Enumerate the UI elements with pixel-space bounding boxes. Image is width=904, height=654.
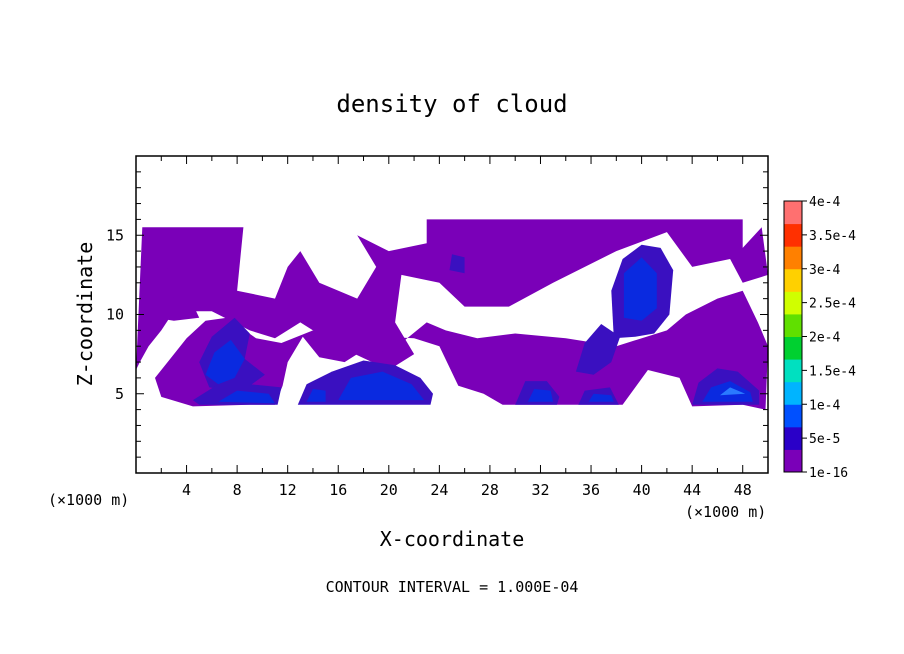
x-tick-label: 8 [233, 481, 242, 499]
colorbar-swatch [784, 223, 802, 247]
x-axis-label: X-coordinate [380, 527, 525, 551]
y-tick-label: 15 [106, 226, 124, 244]
colorbar-swatch [784, 381, 802, 405]
colorbar-swatch [784, 246, 802, 270]
contour-region-high [623, 257, 657, 321]
colorbar-label: 1e-16 [809, 466, 848, 481]
colorbar-label: 4e-4 [809, 195, 840, 210]
colorbar-label: 2e-4 [809, 331, 840, 346]
contour-region-peak [720, 387, 746, 396]
x-tick-label: 16 [329, 481, 347, 499]
colorbar-swatch [784, 291, 802, 315]
x-tick-label: 32 [531, 481, 549, 499]
colorbar-label: 3.5e-4 [809, 229, 856, 244]
colorbar-swatch [784, 313, 802, 337]
colorbar: 1e-16 5e-5 1e-4 1.5e-4 2e-4 2.5e-4 3e-4 3.5e-4 4… [783, 195, 856, 481]
y-tick-label: 5 [115, 385, 124, 403]
contour-region-high [588, 393, 614, 402]
x-axis-ticks: 4 8 12 16 20 24 28 32 36 40 44 48 [160, 156, 752, 499]
colorbar-label: 1.5e-4 [809, 364, 856, 379]
contour-region-high [527, 389, 554, 402]
y-axis-ticks: 5 10 15 [106, 171, 768, 458]
contour-region-mid [449, 254, 465, 274]
x-axis-unit-right: (×1000 m) [685, 503, 766, 521]
y-tick-label: 10 [106, 306, 124, 324]
x-tick-label: 44 [683, 481, 701, 499]
colorbar-swatch [784, 336, 802, 360]
colorbar-label: 1e-4 [809, 398, 840, 413]
colorbar-label: 2.5e-4 [809, 297, 856, 312]
x-tick-label: 48 [734, 481, 752, 499]
contour-regions [136, 219, 768, 410]
colorbar-swatch [784, 201, 802, 225]
chart-title: density of cloud [336, 90, 567, 118]
colorbar-swatch [784, 449, 802, 473]
x-tick-label: 28 [481, 481, 499, 499]
colorbar-swatch [784, 404, 802, 428]
contour-region-background [142, 266, 200, 321]
contour-region-high [306, 389, 326, 402]
contour-region-background [155, 290, 768, 410]
x-tick-label: 20 [380, 481, 398, 499]
contour-region-high [338, 371, 425, 401]
contour-region-high [218, 390, 275, 404]
colorbar-swatch [784, 359, 802, 383]
colorbar-label: 5e-5 [809, 432, 840, 447]
colorbar-swatch [784, 268, 802, 292]
contour-region-high [205, 339, 245, 385]
contour-interval-footer: CONTOUR INTERVAL = 1.000E-04 [326, 578, 579, 596]
x-tick-label: 4 [182, 481, 191, 499]
colorbar-swatch [784, 426, 802, 450]
colorbar-label: 3e-4 [809, 263, 840, 278]
x-axis-unit-left: (×1000 m) [48, 491, 129, 509]
x-tick-label: 24 [430, 481, 448, 499]
x-tick-label: 40 [633, 481, 651, 499]
contour-region-background [136, 219, 768, 370]
x-tick-label: 36 [582, 481, 600, 499]
y-axis-label: Z-coordinate [73, 242, 97, 387]
x-tick-label: 12 [279, 481, 297, 499]
contour-region-mid [575, 324, 621, 375]
